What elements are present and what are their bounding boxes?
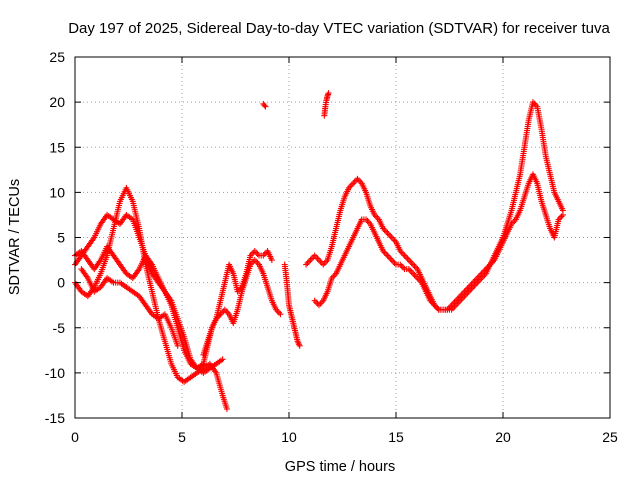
y-tick-label: -15 bbox=[45, 410, 65, 426]
label-layer: 0 5 10 15 20 25 -15 -10 -5 0 5 10 15 20 25 bbox=[45, 49, 618, 445]
x-axis-title: GPS time / hours bbox=[285, 459, 395, 475]
chart-title: Day 197 of 2025, Sidereal Day-to-day VTE… bbox=[68, 20, 610, 37]
data-point bbox=[268, 257, 275, 264]
data-point bbox=[261, 102, 268, 109]
x-tick-label: 10 bbox=[281, 429, 297, 445]
y-tick-label: 10 bbox=[49, 184, 65, 200]
data-point bbox=[262, 103, 269, 110]
data-point bbox=[559, 211, 566, 218]
data-point bbox=[223, 405, 230, 412]
y-tick-label: 20 bbox=[49, 94, 65, 110]
y-tick-label: 0 bbox=[57, 275, 65, 291]
tick-layer bbox=[74, 56, 611, 419]
x-tick-label: 0 bbox=[71, 429, 79, 445]
y-tick-label: 5 bbox=[57, 230, 65, 246]
data-point bbox=[277, 311, 284, 318]
data-point bbox=[174, 342, 181, 349]
y-tick-label: -10 bbox=[45, 365, 65, 381]
y-tick-label: 15 bbox=[49, 139, 65, 155]
y-tick-label: 25 bbox=[49, 49, 65, 65]
data-point bbox=[325, 90, 332, 97]
data-point bbox=[296, 342, 303, 349]
y-tick-label: -5 bbox=[53, 320, 66, 336]
data-point bbox=[219, 356, 226, 363]
x-tick-label: 15 bbox=[388, 429, 404, 445]
x-tick-label: 5 bbox=[178, 429, 186, 445]
y-axis-title: SDTVAR / TECUs bbox=[7, 179, 23, 295]
x-tick-label: 25 bbox=[602, 429, 618, 445]
x-tick-label: 20 bbox=[495, 429, 511, 445]
points-layer bbox=[72, 90, 566, 412]
